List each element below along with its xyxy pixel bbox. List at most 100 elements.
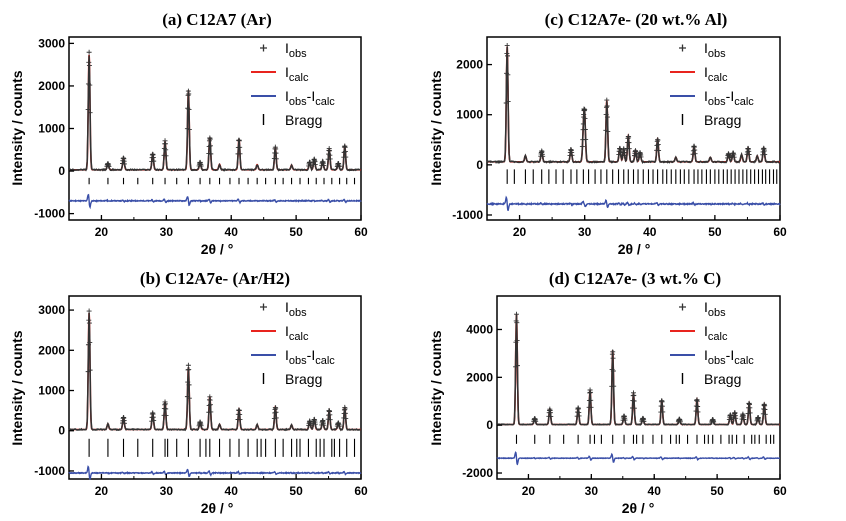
legend-diff-label: Iobs-Icalc — [704, 88, 754, 108]
axis-ticks: 20 30 40 50 60 -1000 0 1000 2000 — [452, 58, 787, 239]
obs-point — [580, 121, 586, 127]
plot-frame — [486, 36, 781, 221]
legend: Iobs Icalc Iobs-Icalc Bragg — [670, 299, 754, 387]
obs-point — [731, 154, 737, 160]
y-tick-label: -1000 — [452, 208, 483, 222]
obs-point — [86, 320, 92, 326]
obs-point — [711, 419, 717, 425]
obs-point — [237, 144, 243, 150]
legend-diff-label: Iobs-Icalc — [285, 347, 335, 367]
obs-point — [236, 138, 242, 144]
axis-ticks: 20 30 40 50 60 -1000 0 1000 2000 3000 — [34, 36, 368, 239]
legend-obs-label: Iobs — [285, 40, 307, 60]
y-tick-label: 1000 — [456, 108, 483, 122]
legend-bragg-label: Bragg — [704, 112, 741, 128]
obs-point — [151, 418, 157, 424]
obs-point — [513, 311, 519, 317]
x-tick-label: 50 — [708, 225, 722, 239]
diff-curve — [496, 451, 781, 466]
obs-point — [514, 363, 520, 369]
obs-point — [746, 151, 752, 157]
x-tick-label: 50 — [710, 484, 724, 498]
panel-title: (d) C12A7e- (3 wt.% C) — [549, 269, 721, 288]
obs-point — [576, 413, 582, 419]
x-tick-label: 50 — [289, 225, 303, 239]
obs-point — [514, 320, 520, 326]
obs-point — [186, 106, 192, 112]
obs-point — [207, 136, 213, 142]
y-tick-label: 3000 — [38, 36, 65, 50]
obs-point — [605, 128, 611, 134]
obs-point — [162, 401, 168, 407]
obs-point — [655, 141, 661, 147]
obs-point — [631, 405, 637, 411]
obs-point — [727, 155, 733, 161]
obs-point — [695, 409, 701, 415]
obs-point — [659, 399, 665, 405]
obs-point — [622, 152, 628, 158]
y-tick-label: 4000 — [466, 322, 493, 336]
legend-obs-label: Iobs — [704, 299, 726, 319]
obs-point — [207, 143, 213, 149]
obs-point — [626, 146, 632, 152]
obs-point — [327, 412, 333, 418]
legend: Iobs Icalc Iobs-Icalc Bragg — [251, 40, 335, 128]
obs-point — [342, 144, 348, 150]
obs-point — [604, 97, 610, 103]
obs-point — [312, 421, 318, 427]
obs-point — [610, 349, 616, 355]
legend-obs-marker — [260, 44, 267, 52]
obs-point — [603, 104, 609, 110]
obs-points — [486, 42, 780, 165]
plot-content — [68, 308, 362, 480]
obs-point — [186, 382, 192, 388]
obs-point — [86, 59, 92, 65]
obs-point — [85, 107, 91, 113]
obs-point — [273, 150, 279, 156]
y-tick-label: 2000 — [38, 79, 65, 93]
obs-point — [198, 423, 204, 429]
y-axis-label: Intensity / counts — [428, 330, 444, 445]
x-tick-label: 60 — [354, 225, 368, 239]
panel-title: (a) C12A7 (Ar) — [162, 10, 272, 29]
obs-points — [69, 49, 361, 172]
obs-point — [185, 379, 191, 385]
legend-calc-label: Icalc — [704, 323, 728, 343]
y-axis-label: Intensity / counts — [9, 70, 25, 185]
x-tick-label: 40 — [225, 225, 239, 239]
obs-point — [604, 103, 610, 109]
x-tick-label: 30 — [585, 484, 599, 498]
y-axis-label: Intensity / counts — [9, 330, 25, 445]
legend-bragg-label: Bragg — [704, 371, 741, 387]
x-tick-label: 40 — [225, 484, 239, 498]
x-tick-label: 30 — [160, 484, 174, 498]
obs-point — [741, 417, 747, 423]
x-tick-label: 20 — [95, 225, 109, 239]
obs-point — [312, 162, 318, 168]
obs-point — [733, 415, 739, 421]
y-tick-label: 0 — [486, 418, 493, 432]
x-tick-label: 30 — [160, 225, 174, 239]
axis-ticks: 20 30 40 50 60 -1000 0 1000 2000 3000 — [34, 303, 368, 498]
y-axis-label: Intensity / counts — [428, 70, 444, 185]
obs-point — [343, 415, 349, 421]
obs-point — [327, 156, 333, 162]
y-tick-label: 3000 — [38, 303, 65, 317]
obs-point — [656, 147, 662, 153]
legend-obs-marker — [679, 303, 686, 311]
obs-point — [87, 340, 93, 346]
obs-point — [273, 156, 279, 162]
x-tick-label: 60 — [773, 484, 787, 498]
x-tick-label: 20 — [522, 484, 536, 498]
obs-point — [588, 404, 594, 410]
obs-point — [641, 418, 647, 424]
obs-point — [207, 402, 213, 408]
obs-point — [677, 419, 683, 425]
x-axis-label: 2θ / ° — [201, 241, 234, 257]
obs-point — [660, 409, 666, 415]
obs-point — [163, 406, 169, 412]
obs-point — [638, 154, 644, 160]
obs-point — [87, 110, 93, 116]
obs-point — [342, 148, 348, 154]
diff-curve — [68, 465, 362, 480]
